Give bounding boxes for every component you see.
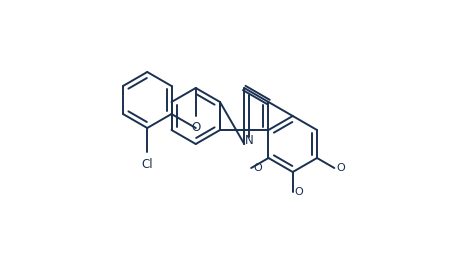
Text: Cl: Cl [142,158,153,171]
Text: O: O [253,163,262,173]
Text: O: O [295,187,303,197]
Text: N: N [245,134,253,147]
Text: O: O [336,163,345,173]
Text: O: O [191,121,200,134]
